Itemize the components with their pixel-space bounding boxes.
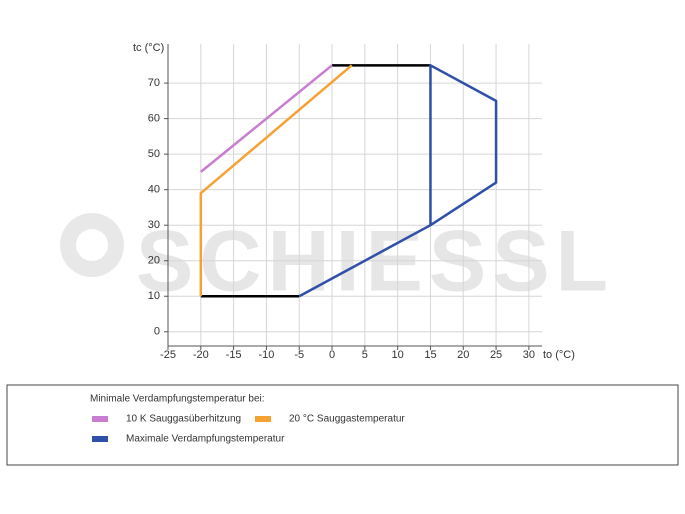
watermark-logo-inner	[76, 229, 108, 261]
legend-title: Minimale Verdampfungstemperatur bei:	[90, 394, 265, 405]
x-tick-label: -5	[294, 349, 304, 361]
series-line	[200, 64, 431, 298]
legend-label: 10 K Sauggasüberhitzung	[126, 414, 241, 425]
x-tick-label: -25	[160, 349, 176, 361]
y-tick-label: 10	[148, 290, 160, 302]
y-axis-label: tc (°C)	[133, 42, 164, 54]
watermark: SCHIESSL	[136, 214, 614, 310]
y-tick-label: 0	[154, 326, 160, 338]
legend-swatch	[92, 436, 108, 442]
x-tick-label: -15	[226, 349, 242, 361]
legend-swatch	[92, 416, 108, 422]
x-tick-label: -10	[258, 349, 274, 361]
series-line	[199, 64, 353, 297]
x-tick-label: 15	[424, 349, 436, 361]
x-tick-label: 10	[392, 349, 404, 361]
legend-label: Maximale Verdampfungstemperatur	[126, 434, 285, 445]
y-tick-label: 40	[148, 184, 160, 196]
y-tick-label: 50	[148, 148, 160, 160]
legend-swatch	[255, 416, 271, 422]
legend-box	[6, 384, 679, 466]
x-tick-label: 30	[523, 349, 535, 361]
x-tick-label: 0	[329, 349, 335, 361]
x-tick-label: 5	[362, 349, 368, 361]
series-line	[200, 64, 333, 173]
y-tick-label: 30	[148, 219, 160, 231]
x-tick-label: 25	[490, 349, 502, 361]
series-line	[298, 64, 498, 298]
y-tick-label: 20	[148, 255, 160, 267]
x-tick-label: -20	[193, 349, 209, 361]
x-axis-label: to (°C)	[543, 349, 575, 361]
legend-label: 20 °C Sauggastemperatur	[289, 414, 405, 425]
y-tick-label: 60	[148, 113, 160, 125]
plot-area: -25 -20 -15 -10 -5 0 5 10 15 20 25 30 0 10 20 30 40 50 60 7…	[148, 44, 542, 361]
x-tick-label: 20	[457, 349, 469, 361]
y-tick-label: 70	[148, 77, 160, 89]
legend: 10 K Sauggasüberhitzung 20 °C Sauggastemp…	[92, 414, 405, 445]
